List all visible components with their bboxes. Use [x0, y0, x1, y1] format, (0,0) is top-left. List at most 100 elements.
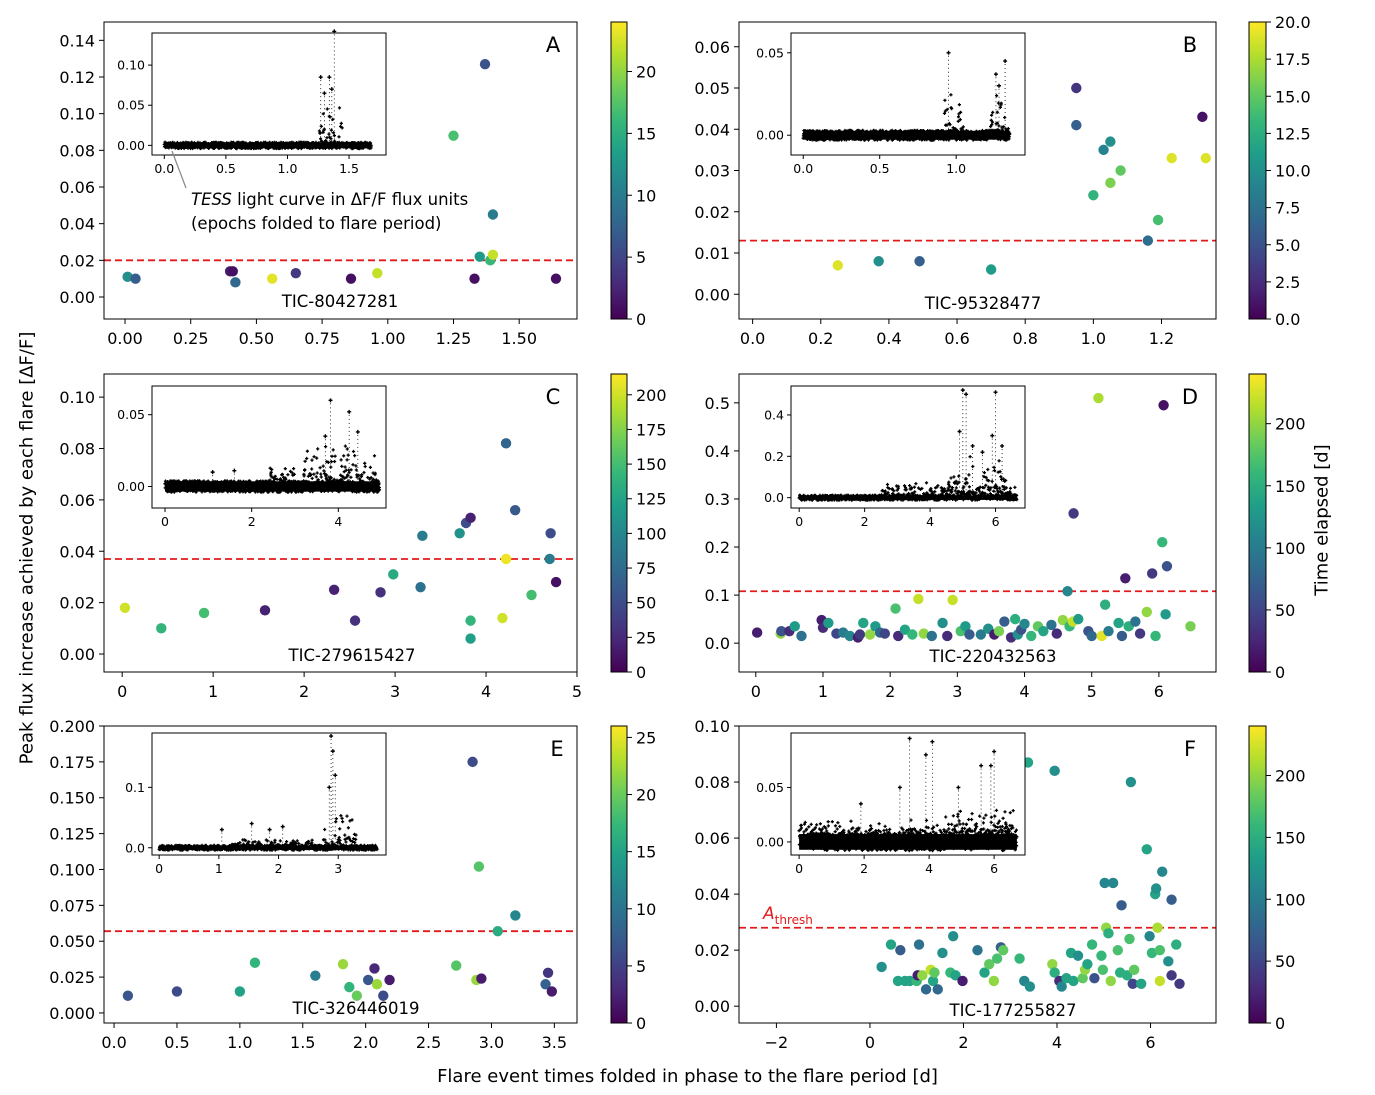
data-point [474, 251, 485, 262]
inset-light-curve: 0 2 4 6 0.0 0.2 0.4 [764, 385, 1026, 529]
x-tick-label: 3 [390, 682, 400, 701]
inset-x-tick-label: 0.0 [154, 161, 174, 176]
x-tick-label: 4 [481, 682, 491, 701]
y-tick-label: 0.075 [49, 896, 95, 915]
data-point [1135, 978, 1147, 989]
data-point [1166, 970, 1177, 981]
data-point [926, 630, 938, 642]
colorbar-tick-label: 100 [636, 524, 667, 543]
data-point [1150, 630, 1161, 642]
data-point [469, 273, 480, 284]
y-tick-label: 0.5 [705, 394, 730, 413]
panel-letter: F [1184, 737, 1196, 761]
data-point [259, 605, 271, 616]
x-tick-label: 2 [885, 682, 895, 701]
y-tick-label: 0.2 [705, 538, 730, 557]
tic-label: TIC-220432563 [929, 647, 1057, 666]
x-tick-label: 3.0 [479, 1033, 504, 1052]
data-point [122, 990, 134, 1001]
data-point [550, 576, 562, 588]
data-point [1144, 930, 1155, 942]
inset-flux-core [799, 834, 1017, 850]
data-point [1134, 628, 1146, 639]
data-point [1024, 981, 1036, 992]
y-tick-label: 0.08 [59, 440, 95, 459]
global-x-axis-label: Flare event times folded in phase to the… [437, 1066, 938, 1087]
inset-flare-peaks [210, 398, 360, 475]
data-point [1166, 894, 1177, 905]
x-tick-label: 0.6 [944, 329, 969, 348]
x-tick-label: 4 [1052, 1033, 1062, 1052]
y-tick-label: 0.06 [59, 491, 95, 510]
data-point [1098, 144, 1109, 156]
data-point [1112, 944, 1123, 956]
scatter-points [119, 438, 562, 644]
tic-label: TIC-95328477 [924, 294, 1041, 313]
data-point [972, 944, 983, 956]
inset-y-tick-label: 0.05 [117, 98, 145, 113]
inset-light-curve: 0.0 0.5 1.0 1.5 0.00 0.05 0.10 [117, 29, 387, 176]
tic-label: TIC-279615427 [288, 646, 416, 665]
inset-x-tick-label: 0.5 [216, 161, 236, 176]
data-point [545, 528, 556, 539]
data-point [1046, 619, 1057, 631]
data-point [249, 957, 261, 968]
colorbar-gradient [610, 373, 628, 673]
colorbar-tick-label: 125 [636, 490, 667, 509]
colorbar-tick-label: 150 [1275, 477, 1306, 496]
inset-x-tick-label: 4 [334, 514, 342, 529]
colorbar-tick-label: 7.5 [1275, 199, 1300, 218]
data-point [1082, 958, 1093, 970]
y-tick-label: 0.03 [694, 162, 730, 181]
data-point [920, 984, 932, 995]
inset-x-tick-label: 2 [860, 861, 868, 876]
data-point [1096, 950, 1107, 961]
x-tick-label: 1.0 [1081, 329, 1106, 348]
colorbar-tick-label: 5 [636, 248, 646, 267]
x-tick-label: 0.75 [304, 329, 340, 348]
colorbar-tick-label: 10 [636, 900, 656, 919]
x-tick-label: 0 [865, 1033, 875, 1052]
colorbar-tick-label: 50 [1275, 952, 1295, 971]
data-point [417, 530, 428, 542]
y-tick-label: 0.00 [694, 285, 730, 304]
colorbar: 0.0 2.5 5.0 7.5 10.0 12.5 15.0 17.5 20.0 [1248, 13, 1311, 329]
inset-y-tick-label: 0.00 [117, 138, 145, 153]
colorbar-tick-label: 5 [636, 957, 646, 976]
data-point [497, 612, 508, 624]
colorbar-tick-label: 10.0 [1275, 162, 1311, 181]
data-point [751, 627, 763, 638]
colorbar-tick-label: 20.0 [1275, 13, 1311, 32]
x-tick-label: 2 [299, 682, 309, 701]
data-point [375, 587, 386, 598]
y-tick-label: 0.100 [49, 860, 95, 879]
data-point [1088, 190, 1099, 201]
x-tick-label: 4 [1019, 682, 1029, 701]
tic-label: TIC-177255827 [949, 1001, 1077, 1020]
inset-light-curve: 0 1 2 3 0.0 0.1 [125, 732, 387, 876]
data-point [1152, 922, 1163, 933]
scatter-points [751, 392, 1196, 643]
data-point [1049, 967, 1060, 978]
inset-flare-peaks [219, 734, 338, 832]
inset-flare-peaks [318, 29, 337, 96]
inset-flux-core [799, 495, 1017, 500]
data-point [914, 256, 925, 267]
data-point [1200, 152, 1211, 164]
panel-letter: B [1183, 33, 1197, 57]
data-point [1103, 625, 1114, 637]
data-point [1197, 111, 1208, 123]
inset-flare-peaks [957, 388, 1005, 455]
data-point [1071, 82, 1082, 94]
y-tick-label: 0.00 [59, 645, 95, 664]
x-tick-label: 2.5 [416, 1033, 441, 1052]
data-point [465, 633, 476, 644]
data-point [1047, 958, 1058, 970]
x-tick-label: 1.5 [290, 1033, 315, 1052]
y-tick-label: 0.000 [49, 1004, 95, 1023]
x-tick-label: 1.2 [1149, 329, 1174, 348]
data-point [1073, 613, 1084, 625]
data-point [1077, 972, 1088, 984]
y-tick-label: 0.025 [49, 968, 95, 987]
data-point [1130, 616, 1141, 627]
